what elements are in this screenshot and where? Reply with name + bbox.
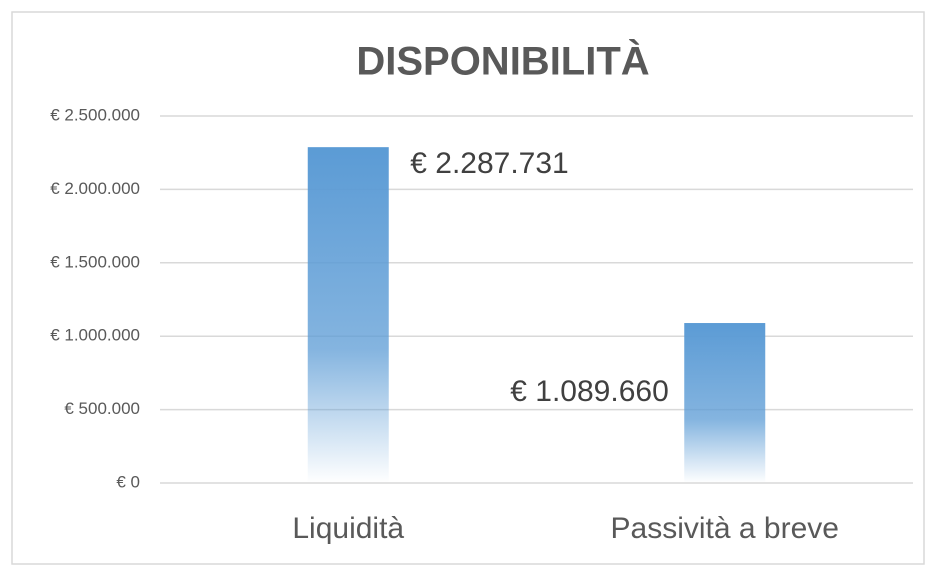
data-label: € 1.089.660: [510, 375, 668, 408]
bar: [307, 147, 389, 484]
y-tick-label: € 2.000.000: [50, 179, 140, 198]
x-tick-label: Liquidità: [292, 512, 404, 545]
chart-title: DISPONIBILITÀ: [356, 39, 649, 84]
y-tick-label: € 1.000.000: [50, 326, 140, 345]
y-tick-label: € 0: [116, 472, 140, 491]
x-tick-label: Passività a breve: [611, 512, 839, 545]
data-label: € 2.287.731: [410, 147, 568, 180]
y-tick-label: € 500.000: [64, 399, 140, 418]
chart-border: [11, 11, 925, 565]
y-tick-label: € 1.500.000: [50, 252, 140, 271]
bar: [684, 323, 766, 483]
y-tick-label: € 2.500.000: [50, 105, 140, 124]
